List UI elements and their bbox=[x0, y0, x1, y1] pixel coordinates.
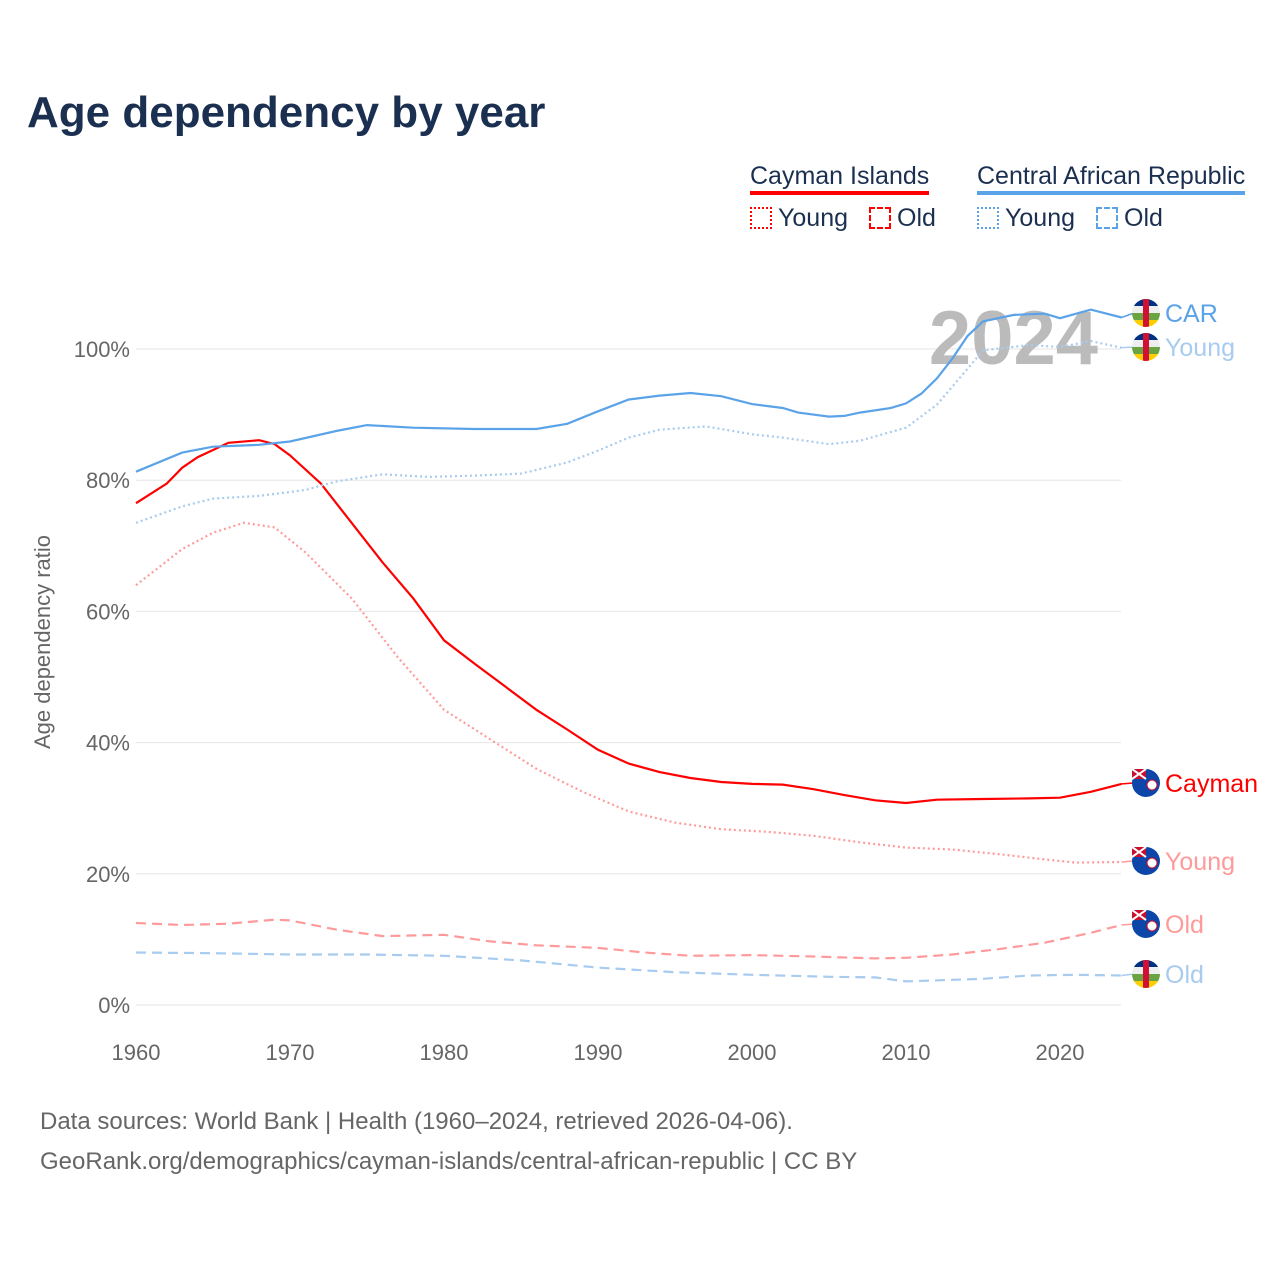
year-watermark: 2024 bbox=[929, 296, 1098, 381]
cayman-flag-icon bbox=[1131, 846, 1160, 875]
end-label: CAR bbox=[1165, 300, 1218, 328]
label-connector bbox=[1121, 860, 1135, 863]
end-label: Cayman bbox=[1165, 770, 1258, 798]
series-line-car-old bbox=[135, 951, 1122, 983]
legend-car-young: Young bbox=[977, 204, 1075, 233]
series-line-car-young bbox=[135, 339, 1122, 524]
dotted-swatch-icon bbox=[977, 207, 999, 229]
footer-link[interactable]: GeoRank.org/demographics/cayman-islands/… bbox=[40, 1148, 858, 1175]
dashed-swatch-icon bbox=[1096, 207, 1118, 229]
x-tick-label: 1990 bbox=[574, 1040, 623, 1065]
end-label: Young bbox=[1165, 848, 1235, 876]
label-connector bbox=[1121, 973, 1135, 977]
series-line-cayman-old bbox=[135, 918, 1122, 960]
cayman-flag-icon bbox=[1131, 768, 1160, 797]
label-connector bbox=[1121, 312, 1135, 319]
series-line-cayman-total bbox=[135, 439, 1122, 805]
cayman-flag-icon bbox=[1131, 909, 1160, 938]
x-tick-label: 1970 bbox=[266, 1040, 315, 1065]
car-flag-icon bbox=[1132, 333, 1160, 361]
series-line-car-total bbox=[135, 308, 1122, 473]
legend-cayman-old: Old bbox=[869, 204, 936, 233]
x-tick-label: 2010 bbox=[882, 1040, 931, 1065]
y-tick-label: 0% bbox=[98, 993, 130, 1018]
end-label: Old bbox=[1165, 911, 1204, 939]
x-tick-label: 1980 bbox=[420, 1040, 469, 1065]
end-label: Old bbox=[1165, 961, 1204, 989]
legend-car-old: Old bbox=[1096, 204, 1163, 233]
x-tick-label: 2000 bbox=[728, 1040, 777, 1065]
label-connector bbox=[1121, 923, 1135, 926]
y-tick-label: 20% bbox=[86, 862, 130, 887]
footer-sources: Data sources: World Bank | Health (1960–… bbox=[40, 1108, 793, 1135]
dotted-swatch-icon bbox=[750, 207, 772, 229]
series-line-cayman-young bbox=[135, 521, 1122, 864]
chart-title: Age dependency by year bbox=[27, 88, 546, 137]
x-tick-label: 2020 bbox=[1036, 1040, 1085, 1065]
end-label: Young bbox=[1165, 334, 1235, 362]
y-tick-label: 40% bbox=[86, 731, 130, 756]
label-connector bbox=[1121, 346, 1135, 349]
legend-car: Central African Republic bbox=[977, 162, 1246, 195]
legend-cayman: Cayman Islands bbox=[750, 162, 930, 195]
label-connector bbox=[1121, 782, 1135, 785]
y-tick-label: 80% bbox=[86, 468, 130, 493]
dashed-swatch-icon bbox=[869, 207, 891, 229]
legend-cayman-young: Young bbox=[750, 204, 848, 233]
y-tick-label: 100% bbox=[74, 337, 130, 362]
car-flag-icon bbox=[1132, 299, 1160, 327]
y-tick-label: 60% bbox=[86, 599, 130, 624]
x-tick-label: 1960 bbox=[112, 1040, 161, 1065]
car-flag-icon bbox=[1132, 960, 1160, 988]
y-axis-label: Age dependency ratio bbox=[30, 535, 55, 749]
